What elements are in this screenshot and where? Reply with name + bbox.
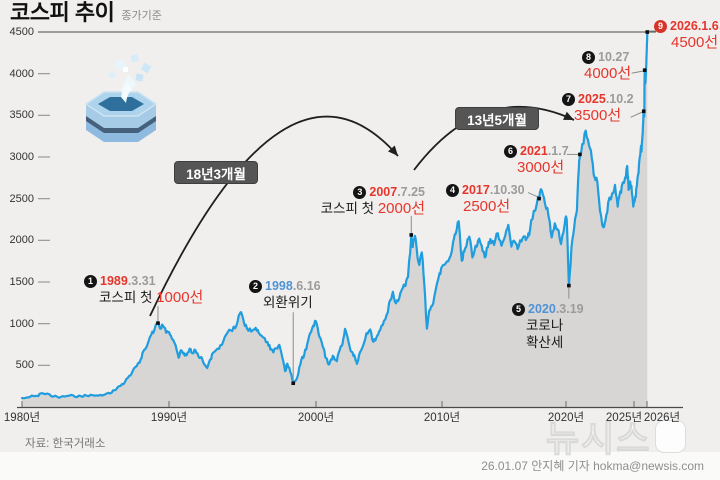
event-label: 3500선 <box>574 107 622 124</box>
event-date: .6.16 <box>292 279 321 293</box>
event-badge-3: 3 <box>353 185 367 199</box>
event-label: 2500선 <box>463 198 511 215</box>
event-year: 1998 <box>265 279 293 293</box>
event-date: .10.30 <box>489 183 525 197</box>
event-label: 4500선 <box>671 34 719 51</box>
event-label: 3000선 <box>517 159 565 176</box>
event-label: 코스피 첫 2000선 <box>320 200 425 217</box>
y-axis-label-2000: 2000 <box>9 234 34 247</box>
event-year: 2026 <box>670 19 698 33</box>
annotation-2007-first-2000: 3 2007.7.25 코스피 첫 2000선 <box>306 184 425 217</box>
annotation-2020-covid: 5 2020.3.19 코로나 확산세 <box>512 301 584 351</box>
duration-label-13y5m: 13년5개월 <box>455 107 539 130</box>
y-axis-label-4500: 4500 <box>9 26 34 38</box>
x-axis-label-2020: 2020년 <box>547 412 585 424</box>
event-badge-8: 8 <box>582 50 595 64</box>
event-date: .1.6 <box>697 19 719 33</box>
y-axis-label-1000: 1000 <box>9 317 34 330</box>
event-label: 외환위기 <box>263 295 313 310</box>
event-badge-2: 2 <box>249 279 262 293</box>
x-axis-label-2010: 2010년 <box>423 412 461 424</box>
duration-label-18y3m: 18년3개월 <box>174 161 258 184</box>
event-year: 2020 <box>528 302 556 316</box>
fountain-icon <box>84 54 158 142</box>
event-date: .3.31 <box>127 274 156 288</box>
event-date: .3.19 <box>555 302 584 316</box>
event-badge-7: 7 <box>562 92 575 106</box>
x-axis-label-1980: 1980년 <box>3 412 41 424</box>
x-axis-label-2025: 2025년 <box>605 412 643 424</box>
event-year: 2025 <box>578 92 606 106</box>
event-label: 확산세 <box>526 335 564 350</box>
event-date: 10.27 <box>598 50 630 64</box>
event-date: .1.7 <box>547 144 569 158</box>
event-label: 코로나 <box>526 318 564 333</box>
event-year: 2017 <box>462 183 490 197</box>
event-badge-1: 1 <box>84 274 97 288</box>
event-label: 4000선 <box>584 65 632 82</box>
annotation-2025-3500: 7 2025.10.2 3500선 <box>562 91 634 124</box>
byline-credit: 26.01.07 안지혜 기자 hokma@newsis.com <box>481 459 704 473</box>
event-year: 1989 <box>100 274 128 288</box>
annotation-2021-3000: 6 2021.1.7 3000선 <box>504 143 569 176</box>
y-axis-label-3500: 3500 <box>9 109 34 122</box>
event-label: 코스피 첫 1000선 <box>99 289 204 306</box>
annotation-2026-4500: 9 2026.1.6 4500선 <box>654 18 719 51</box>
event-date: .7.25 <box>397 185 425 199</box>
event-badge-9: 9 <box>654 19 667 33</box>
event-badge-4: 4 <box>446 183 459 197</box>
annotation-2017-2500: 4 2017.10.30 2500선 <box>446 182 525 215</box>
y-axis-label-2500: 2500 <box>9 192 34 205</box>
page-subtitle: 종가기준 <box>121 10 162 22</box>
y-axis-label-3000: 3000 <box>9 151 34 163</box>
event-year: 2007 <box>369 185 398 199</box>
event-badge-5: 5 <box>512 302 525 316</box>
x-axis-label-1990: 1990년 <box>150 412 188 424</box>
x-axis-label-2000: 2000년 <box>297 412 335 424</box>
event-date: .10.2 <box>605 92 634 106</box>
source-note: 자료: 한국거래소 <box>25 438 106 450</box>
annotation-1989-first-1000: 1 1989.3.31 코스피 첫 1000선 <box>84 273 203 306</box>
event-badge-6: 6 <box>504 144 517 158</box>
y-axis-label-500: 500 <box>15 359 34 372</box>
y-axis-label-1500: 1500 <box>9 276 34 288</box>
annotation-2025-10-27-4000: 8 10.27 4000선 <box>582 49 631 82</box>
annotation-1998-imf-crisis: 2 1998.6.16 외환위기 <box>249 278 321 311</box>
y-axis-label-4000: 4000 <box>9 67 34 80</box>
footer-strip <box>0 452 720 480</box>
x-axis-label-2026: 2026년 <box>643 412 681 424</box>
page-title: 코스피 추이 <box>10 0 115 25</box>
event-year: 2021 <box>520 144 548 158</box>
